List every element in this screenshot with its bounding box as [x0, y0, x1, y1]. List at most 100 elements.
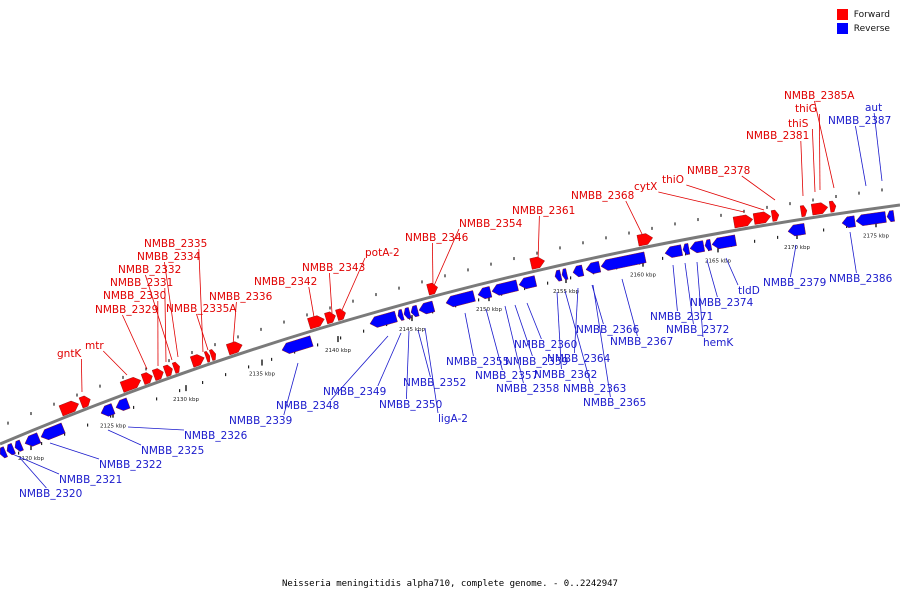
gene-label: NMBB_2371 [650, 311, 713, 323]
tick-dot [674, 222, 676, 226]
tick-dot [122, 375, 124, 379]
gene-label: NMBB_2358 [496, 383, 559, 395]
gene-label: NMBB_2334 [137, 251, 201, 263]
label-leader-line [406, 330, 410, 400]
forward-gene-arrow [189, 354, 205, 368]
gene-label: NMBB_2335 [144, 238, 207, 250]
scale-tick-label: 2165 kbp [705, 258, 731, 264]
reverse-gene-arrow [855, 211, 887, 226]
tick-dot [628, 231, 630, 235]
tick-dot [547, 281, 549, 285]
tick-dot [363, 329, 365, 333]
tick-dot [156, 397, 158, 401]
label-leader-line [625, 200, 644, 237]
gene-label: NMBB_2343 [302, 262, 365, 274]
tick-dot [202, 381, 204, 385]
label-leader-line [849, 231, 857, 274]
label-leader-line [811, 128, 816, 193]
tick-dot [306, 313, 308, 317]
gene-label: NMBB_2363 [563, 383, 626, 395]
genome-caption: Neisseria meningitidis alpha710, complet… [282, 579, 618, 589]
scale-tick-label: 2170 kbp [784, 245, 810, 251]
gene-arrows [0, 200, 895, 459]
tick-dot [317, 343, 319, 347]
tick-dot [513, 257, 515, 261]
forward-swatch [836, 9, 848, 20]
reverse-gene-arrow [0, 446, 8, 459]
tick-dot [478, 298, 480, 302]
gene-label: potA-2 [365, 247, 400, 259]
gene-label: NMBB_2322 [99, 459, 162, 471]
tick-dot [536, 251, 538, 255]
label-leader-line [818, 113, 821, 191]
legend-forward-label: Forward [853, 9, 890, 20]
label-leader-line [621, 278, 638, 337]
forward-gene-arrow [335, 308, 346, 321]
gene-label: NMBB_2329 [95, 304, 158, 316]
reverse-gene-arrow [369, 310, 398, 328]
forward-gene-arrow [78, 395, 91, 409]
scale-tick-label: 2145 kbp [399, 327, 425, 333]
gene-label: NMBB_2368 [571, 190, 634, 202]
gene-label: NMBB_2350 [379, 399, 442, 411]
tick-dot [283, 320, 285, 324]
tick-dot [191, 351, 193, 355]
forward-gene-arrow [162, 364, 173, 377]
scale-tick-label: 2120 kbp [18, 456, 44, 462]
forward-gene-arrow [426, 282, 438, 296]
label-leader-line [658, 191, 745, 213]
tick-dot [812, 198, 814, 202]
tick-dot [237, 335, 239, 339]
label-leader-line [672, 264, 678, 312]
gene-label: NMBB_2354 [459, 218, 523, 230]
reverse-gene-arrow [6, 442, 16, 456]
tick-dot [260, 327, 262, 331]
reverse-gene-arrow [477, 286, 493, 300]
label-leader-line [330, 335, 389, 401]
gene-label: NMBB_2336 [209, 291, 273, 303]
gene-label: hemK [703, 337, 734, 349]
reverse-gene-arrow [682, 243, 691, 255]
reverse-gene-arrow [24, 432, 42, 447]
tick-dot [329, 306, 331, 310]
tick-dot [225, 373, 227, 377]
tick-dot [168, 359, 170, 363]
label-leader-line [329, 272, 333, 314]
scale-tick-label: 2130 kbp [173, 397, 199, 403]
label-leader-line [686, 184, 765, 211]
tick-dot [340, 336, 342, 340]
tick-dot [30, 412, 32, 416]
legend: Forward Reverse [836, 9, 890, 37]
label-leader-line [80, 358, 83, 393]
tick-dot [467, 268, 469, 272]
gene-label: NMBB_2335A [166, 303, 237, 315]
scale-tick-label: 2150 kbp [476, 307, 502, 313]
gene-label: mtr [85, 340, 104, 352]
forward-gene-arrow [203, 351, 211, 363]
reverse-swatch [836, 23, 848, 34]
label-lines [9, 100, 883, 489]
gene-label: NMBB_2367 [610, 336, 673, 348]
gene-labels: gntKmtrNMBB_2329NMBB_2330NMBB_2331NMBB_2… [19, 90, 893, 500]
forward-gene-arrow [119, 377, 142, 393]
gene-label: NMBB_2359 [505, 356, 568, 368]
tick-dot [720, 213, 722, 217]
gene-label: NMBB_2325 [141, 445, 204, 457]
label-leader-line [122, 314, 148, 370]
tick-dot [605, 236, 607, 240]
scale-tick-label: 2140 kbp [325, 348, 351, 354]
forward-gene-arrow [324, 311, 336, 325]
tick-dot [754, 239, 756, 243]
forward-gene-arrow [529, 256, 545, 270]
reverse-gene-arrow [787, 223, 806, 237]
forward-gene-arrow [140, 372, 153, 385]
gene-label: NMBB_2385A [784, 90, 855, 102]
gene-label: NMBB_2374 [690, 297, 754, 309]
reverse-gene-arrow [886, 210, 895, 222]
gene-label: NMBB_2330 [103, 290, 166, 302]
reverse-gene-arrow [281, 335, 314, 354]
label-leader-line [341, 257, 366, 311]
gene-label: NMBB_2339 [229, 415, 292, 427]
tick-dot [858, 191, 860, 195]
